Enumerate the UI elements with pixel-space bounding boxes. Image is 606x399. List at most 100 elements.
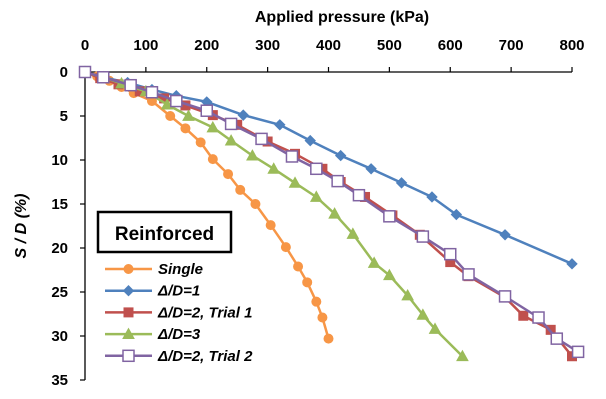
x-tick-label: 400	[316, 37, 341, 54]
x-tick-label: 700	[499, 37, 524, 54]
data-point	[78, 65, 92, 79]
y-tick-label: 10	[51, 152, 68, 169]
data-point	[426, 191, 438, 203]
data-point	[160, 98, 174, 110]
data-point	[200, 104, 213, 117]
data-point	[328, 207, 341, 219]
x-axis-title: Applied pressure (kPa)	[255, 9, 429, 26]
legend-item: Single	[105, 261, 203, 278]
y-tick-label: 30	[51, 328, 68, 345]
legend-label: Δ/D=1	[157, 283, 200, 300]
data-point	[224, 117, 238, 131]
data-point	[518, 310, 529, 321]
data-point	[123, 307, 134, 318]
data-point	[235, 184, 246, 195]
y-tick-label: 20	[51, 240, 68, 257]
legend-title-box: Reinforced	[96, 210, 233, 254]
data-point	[352, 188, 366, 202]
data-point	[195, 137, 206, 148]
x-tick-label: 800	[559, 37, 584, 54]
data-point	[170, 94, 183, 108]
legend-title-frame	[96, 210, 233, 254]
data-point	[401, 288, 414, 301]
data-point	[571, 345, 585, 359]
data-point	[331, 174, 344, 188]
y-tick-label: 0	[60, 64, 68, 81]
data-point	[224, 134, 238, 146]
legend-label: Δ/D=3	[157, 326, 201, 343]
data-point	[428, 322, 442, 334]
data-point	[346, 227, 360, 239]
data-point	[180, 123, 191, 134]
data-point	[97, 71, 110, 84]
legend-item: Δ/D=2, Trial 2	[105, 348, 253, 365]
data-point	[317, 312, 328, 323]
data-point	[206, 120, 220, 133]
y-axis-title: S / D (%)	[13, 194, 30, 259]
series-5	[78, 65, 585, 359]
y-tick-label: 25	[51, 284, 68, 301]
data-point	[456, 349, 469, 362]
data-point	[165, 111, 176, 121]
x-tick-label: 100	[133, 37, 158, 54]
data-point	[145, 85, 159, 99]
data-point	[302, 277, 313, 288]
data-point	[122, 349, 135, 363]
data-point	[285, 150, 299, 163]
x-tick-label: 0	[81, 37, 89, 54]
y-tick-label: 15	[51, 196, 68, 213]
x-tick-label: 300	[255, 37, 280, 54]
y-tick-label: 5	[60, 108, 68, 125]
data-point	[383, 210, 396, 223]
data-point	[550, 332, 564, 345]
data-point	[444, 247, 457, 261]
data-point	[450, 208, 463, 221]
data-point	[310, 162, 323, 176]
y-tick-label: 35	[51, 372, 68, 389]
data-point	[304, 134, 316, 147]
data-point	[323, 333, 334, 344]
data-point	[207, 154, 218, 165]
data-point	[383, 268, 396, 281]
data-point	[395, 177, 408, 189]
data-point	[293, 261, 304, 272]
data-point	[532, 311, 545, 324]
data-point	[566, 258, 578, 270]
legend-item: Δ/D=3	[105, 326, 201, 343]
data-point	[365, 163, 377, 175]
x-tick-label: 600	[438, 37, 463, 54]
data-point	[246, 149, 259, 161]
legend: Single Δ/D=1 Δ/D=2, Trial 1 Δ/D=3 Δ/D=2, Tri…	[105, 261, 253, 365]
data-point	[255, 132, 268, 146]
data-point	[367, 256, 381, 268]
data-point	[309, 190, 323, 202]
data-point	[265, 220, 276, 231]
data-point	[122, 284, 135, 297]
data-point	[462, 268, 475, 281]
legend-item: Δ/D=2, Trial 1	[105, 304, 252, 321]
legend-label: Single	[158, 261, 203, 278]
data-point	[498, 290, 512, 303]
data-point	[334, 149, 347, 162]
legend-label: Δ/D=2, Trial 1	[157, 304, 252, 321]
series-line	[84, 70, 573, 265]
data-point	[267, 162, 281, 174]
data-point	[123, 264, 134, 274]
data-point	[237, 109, 249, 121]
legend-label: Δ/D=2, Trial 2	[157, 348, 253, 365]
data-point	[250, 199, 261, 209]
data-point	[288, 176, 302, 188]
legend-title: Reinforced	[115, 224, 214, 245]
data-point	[274, 119, 286, 131]
data-point	[311, 296, 322, 307]
data-point	[499, 229, 511, 241]
x-tick-label: 500	[377, 37, 402, 54]
data-point	[182, 109, 195, 121]
x-tick-label: 200	[194, 37, 219, 54]
data-point	[416, 308, 430, 320]
data-point	[122, 327, 135, 339]
data-point	[280, 242, 291, 253]
data-point	[223, 169, 234, 180]
